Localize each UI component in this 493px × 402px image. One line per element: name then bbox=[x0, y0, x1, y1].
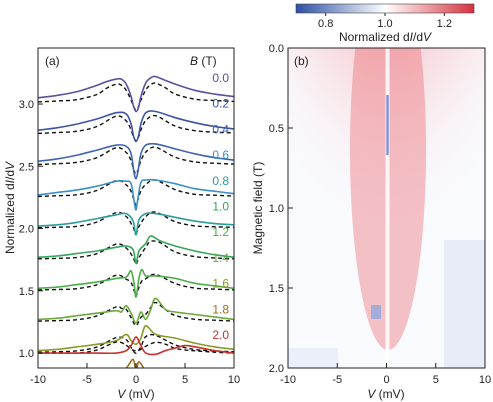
ylabel-a-slash: /d bbox=[3, 170, 17, 180]
xlabel-a-v: V bbox=[117, 387, 126, 401]
b-ytick-label: 1.0 bbox=[269, 203, 284, 215]
colorbar: 0.8 1.0 1.2 Normalized dI/dV bbox=[295, 3, 475, 44]
a-xtick-label: 0 bbox=[133, 374, 139, 386]
legend-title-b: B bbox=[190, 54, 198, 68]
xlabel-a-unit: (mV) bbox=[125, 387, 154, 401]
trace-2.0 bbox=[38, 336, 234, 356]
panel-a-ylabel: Normalized dI/dV bbox=[3, 161, 17, 254]
cbar-label-v: V bbox=[423, 30, 432, 44]
panel-b-label: (b) bbox=[294, 54, 309, 68]
legend-title: B (T) bbox=[190, 54, 217, 68]
colorbar-label: Normalized dI/dV bbox=[339, 30, 432, 44]
b-ytick-label: 0.0 bbox=[269, 43, 284, 55]
a-xtick-label: 10 bbox=[228, 374, 240, 386]
cbar-label-pre: Normalized d bbox=[339, 30, 410, 44]
colorbar-ticks: 0.8 1.0 1.2 bbox=[318, 13, 452, 30]
trace-1.2 bbox=[38, 268, 234, 298]
b-xtick-label: 5 bbox=[433, 374, 439, 386]
a-ytick-label: 2.0 bbox=[19, 224, 34, 236]
heatmap-zero-bias-dip bbox=[386, 95, 389, 155]
heatmap-right-haze bbox=[444, 240, 485, 368]
legend-label-0.4: 0.4 bbox=[212, 122, 229, 136]
a-ytick-label: 3.0 bbox=[19, 99, 34, 111]
cbar-label-slash: /d bbox=[413, 30, 423, 44]
heatmap-left-haze bbox=[288, 348, 338, 368]
xlabel-b-v: V bbox=[367, 387, 376, 401]
cbar-tick-label: 1.0 bbox=[377, 18, 392, 30]
legend-label-0.6: 0.6 bbox=[212, 148, 229, 162]
panel-a: 1.0 1.5 2.0 2.5 3.0 -10 -5 0 5 10 0.0 0.2 0.4 0.6 0.8… bbox=[3, 47, 240, 401]
legend-label-1.0: 1.0 bbox=[212, 200, 229, 214]
fit-line-0.4 bbox=[38, 146, 234, 175]
b-ytick-label: 2.0 bbox=[269, 363, 284, 375]
a-ytick-label: 2.5 bbox=[19, 161, 34, 173]
b-xtick-label: -5 bbox=[332, 374, 342, 386]
ylabel-a-i: I bbox=[3, 179, 17, 183]
panel-b-ylabel: Magnetic field (T) bbox=[251, 162, 265, 255]
legend-label-0.2: 0.2 bbox=[212, 97, 229, 111]
legend-label-1.8: 1.8 bbox=[212, 302, 229, 316]
legend-label-0.0: 0.0 bbox=[212, 71, 229, 85]
trace-1.6 bbox=[38, 324, 234, 352]
panel-b: 0.0 0.5 1.0 1.5 2.0-10 -5 0 5 10 (b) Magnetic fi… bbox=[251, 43, 491, 401]
xlabel-b-unit: (mV) bbox=[375, 387, 404, 401]
panel-a-label: (a) bbox=[45, 54, 60, 68]
heatmap-zero-bias-line bbox=[385, 48, 390, 368]
legend-label-1.2: 1.2 bbox=[212, 225, 229, 239]
heatmap-blue-patch bbox=[371, 305, 381, 319]
trace-1.0 bbox=[38, 235, 234, 265]
legend-label-0.8: 0.8 bbox=[212, 174, 229, 188]
a-ytick-label: 1.5 bbox=[19, 286, 34, 298]
colorbar-gradient bbox=[295, 3, 475, 14]
legend-label-2.0: 2.0 bbox=[212, 328, 229, 342]
a-xtick-label: 5 bbox=[182, 374, 188, 386]
legend-label-1.6: 1.6 bbox=[212, 277, 229, 291]
a-xtick-label: -5 bbox=[82, 374, 92, 386]
trace-0.0 bbox=[38, 75, 234, 113]
panel-a-ticks: 1.0 1.5 2.0 2.5 3.0 -10 -5 0 5 10 bbox=[19, 99, 240, 386]
panel-a-legend: 0.0 0.2 0.4 0.6 0.8 1.0 1.2 1.4 1.6 1.8 2.0 bbox=[212, 71, 229, 342]
heatmap bbox=[288, 48, 485, 368]
fit-line-1.4 bbox=[38, 301, 234, 327]
panel-b-xlabel: V (mV) bbox=[367, 387, 404, 401]
b-xtick-label: 10 bbox=[479, 374, 491, 386]
fit-line-2.0 bbox=[38, 341, 234, 354]
trace-1.4 bbox=[38, 297, 234, 324]
b-ytick-label: 0.5 bbox=[269, 123, 284, 135]
ylabel-a-pre: Normalized d bbox=[3, 183, 17, 254]
cbar-tick-label: 1.2 bbox=[437, 18, 452, 30]
legend-label-1.4: 1.4 bbox=[212, 251, 229, 265]
panel-a-traces bbox=[38, 75, 234, 368]
fit-line-0.6 bbox=[38, 179, 234, 206]
trace-0.6 bbox=[38, 178, 234, 211]
legend-title-unit: (T) bbox=[198, 54, 217, 68]
cbar-label-i: I bbox=[410, 30, 414, 44]
panel-b-ticks: 0.0 0.5 1.0 1.5 2.0-10 -5 0 5 10 bbox=[269, 43, 491, 386]
fit-line-1.6 bbox=[38, 333, 234, 354]
trace-0.8 bbox=[38, 212, 234, 236]
b-xtick-label: -10 bbox=[280, 374, 296, 386]
fit-line-0.0 bbox=[38, 82, 234, 111]
ylabel-a-v: V bbox=[3, 161, 17, 170]
trace-0.2 bbox=[38, 110, 234, 143]
a-xtick-label: -10 bbox=[30, 374, 46, 386]
b-ytick-label: 1.5 bbox=[269, 283, 284, 295]
fit-line-0.2 bbox=[38, 114, 234, 142]
a-ytick-label: 1.0 bbox=[19, 348, 34, 360]
cbar-tick-label: 0.8 bbox=[318, 18, 333, 30]
b-xtick-label: 0 bbox=[383, 374, 389, 386]
panel-a-xlabel: V (mV) bbox=[117, 387, 154, 401]
trace-0.4 bbox=[38, 142, 234, 180]
